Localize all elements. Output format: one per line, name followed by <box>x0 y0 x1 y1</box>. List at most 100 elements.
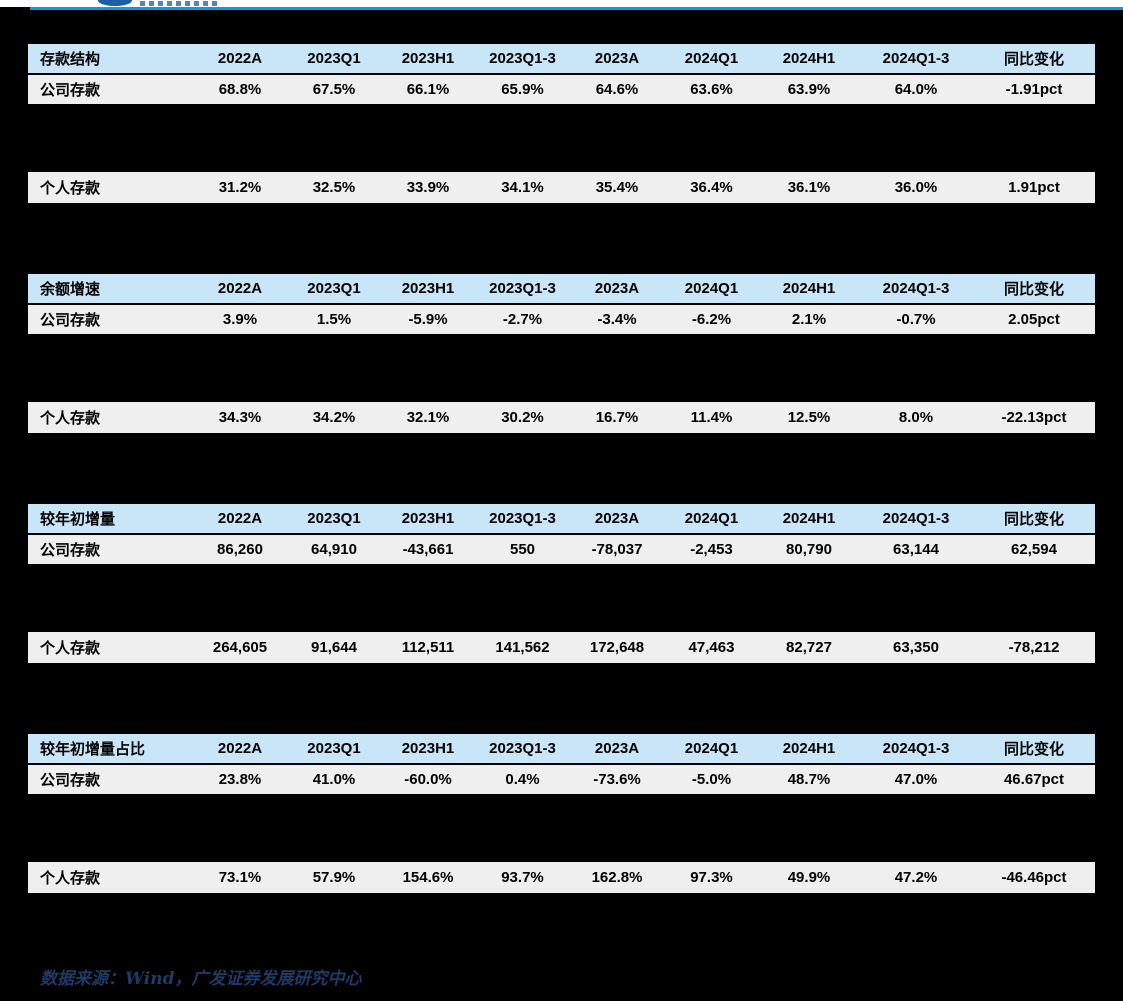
cell-value: 47,463 <box>688 639 735 656</box>
cell-value: -6.2% <box>691 311 732 328</box>
cell-value: 162.8% <box>591 869 643 886</box>
column-header: 2023Q1-3 <box>489 510 556 527</box>
cell-value: 63.9% <box>787 81 831 98</box>
cell-value: 112,511 <box>401 639 455 656</box>
cell-value: 49.9% <box>787 869 831 886</box>
cell-value: 34.1% <box>501 179 544 196</box>
table-row: 公司存款 23.8% 41.0% -60.0% 0.4% -73.6% -5.0% 48.7%… <box>28 765 1095 794</box>
column-header: 2024H1 <box>782 280 836 297</box>
column-header: 2024Q1-3 <box>882 740 950 757</box>
cell-value: 32.5% <box>312 179 356 196</box>
cell-value: 67.5% <box>312 81 356 98</box>
cell-value: 154.6% <box>402 869 454 886</box>
cell-value: -78,037 <box>591 541 643 558</box>
cell-value: 66.1% <box>406 81 450 98</box>
table-title: 余额增速 <box>40 280 101 298</box>
cell-value: 62,594 <box>1011 541 1057 558</box>
row-label: 个人存款 <box>40 869 101 887</box>
cell-value: 63,144 <box>893 541 939 558</box>
column-header: 同比变化 <box>1003 280 1064 298</box>
cell-value: 57.9% <box>312 869 356 886</box>
cell-value: 91,644 <box>311 639 357 656</box>
column-header: 2022A <box>217 510 263 527</box>
table-header-row: 较年初增量占比 2022A 2023Q1 2023H1 2023Q1-3 2023A 202… <box>28 732 1095 765</box>
row-gap <box>28 564 1095 632</box>
cell-value: 86,260 <box>217 541 263 558</box>
table-row: 个人存款 73.1% 57.9% 154.6% 93.7% 162.8% 97.3% 49.9… <box>28 862 1095 893</box>
cell-value: 64.0% <box>894 81 938 98</box>
column-header: 2023H1 <box>401 740 455 757</box>
cell-value: 31.2% <box>218 179 262 196</box>
cell-value: 47.2% <box>894 869 938 886</box>
cell-value: 1.91pct <box>1008 179 1060 196</box>
table-header-row: 余额增速 2022A 2023Q1 2023H1 2023Q1-3 2023A 2024Q1… <box>28 272 1095 305</box>
cell-value: 63.6% <box>690 81 733 98</box>
cell-value: 36.1% <box>787 179 831 196</box>
column-header: 2023A <box>594 50 640 67</box>
column-header: 同比变化 <box>1003 50 1064 68</box>
table-row: 个人存款 31.2% 32.5% 33.9% 34.1% 35.4% 36.4% 36.1% 3… <box>28 172 1095 203</box>
column-header: 2024Q1-3 <box>882 50 950 67</box>
column-header: 2023Q1-3 <box>489 740 556 757</box>
column-header: 同比变化 <box>1003 510 1064 528</box>
table-title: 存款结构 <box>40 50 101 68</box>
table-row: 个人存款 264,605 91,644 112,511 141,562 172,648 47… <box>28 632 1095 663</box>
gf-securities-logo-icon <box>98 0 132 6</box>
column-header: 2022A <box>217 280 263 297</box>
cell-value: 16.7% <box>595 409 639 426</box>
cell-value: 65.9% <box>501 81 544 98</box>
brand-divider-bar <box>30 7 1123 10</box>
cell-value: -22.13pct <box>1001 409 1067 426</box>
cell-value: -5.9% <box>408 311 448 328</box>
cell-value: 8.0% <box>898 409 934 426</box>
cell-value: -5.0% <box>691 771 732 788</box>
cell-value: -60.0% <box>404 771 452 788</box>
gf-securities-logo-text-fragment <box>140 1 220 6</box>
table-title: 较年初增量占比 <box>40 740 146 758</box>
cell-value: 1.5% <box>316 311 352 328</box>
table-header-row: 较年初增量 2022A 2023Q1 2023H1 2023Q1-3 2023A 2024Q… <box>28 502 1095 535</box>
cell-value: 32.1% <box>406 409 450 426</box>
cell-value: 23.8% <box>218 771 262 788</box>
column-header: 2024H1 <box>782 740 836 757</box>
cell-value: 3.9% <box>222 311 258 328</box>
column-header: 2023Q1 <box>307 50 361 67</box>
column-header: 2023H1 <box>401 510 455 527</box>
cell-value: -73.6% <box>593 771 641 788</box>
cell-value: 2.1% <box>791 311 827 328</box>
column-header: 同比变化 <box>1003 740 1064 758</box>
cell-value: 36.0% <box>894 179 938 196</box>
cell-value: 73.1% <box>218 869 262 886</box>
table-section-deposit-structure: 存款结构 2022A 2023Q1 2023H1 2023Q1-3 2023A 2024Q1… <box>28 42 1095 203</box>
cell-value: 41.0% <box>312 771 356 788</box>
table-row: 公司存款 3.9% 1.5% -5.9% -2.7% -3.4% -6.2% 2.1% -0.7… <box>28 305 1095 334</box>
column-header: 2024H1 <box>782 510 836 527</box>
cell-value: 35.4% <box>595 179 639 196</box>
column-header: 2023H1 <box>401 50 455 67</box>
column-header: 2024Q1 <box>684 510 739 527</box>
column-header: 2023H1 <box>401 280 455 297</box>
cell-value: 64,910 <box>311 541 357 558</box>
cell-value: 93.7% <box>501 869 544 886</box>
row-label: 个人存款 <box>40 179 101 197</box>
row-gap <box>28 104 1095 172</box>
cell-value: 141,562 <box>495 639 550 656</box>
cell-value: 46.67pct <box>1003 771 1065 788</box>
cell-value: 30.2% <box>501 409 544 426</box>
column-header: 2024Q1-3 <box>882 280 950 297</box>
cell-value: -0.7% <box>896 311 936 328</box>
column-header: 2023A <box>594 510 640 527</box>
cell-value: 97.3% <box>690 869 733 886</box>
row-label: 公司存款 <box>40 541 101 559</box>
column-header: 2023Q1 <box>307 740 361 757</box>
row-label: 公司存款 <box>40 771 101 789</box>
row-label: 个人存款 <box>40 639 101 657</box>
cell-value: 264,605 <box>212 639 268 656</box>
cell-value: 34.3% <box>218 409 262 426</box>
cell-value: 34.2% <box>312 409 356 426</box>
column-header: 2022A <box>217 50 263 67</box>
column-header: 2024Q1 <box>684 740 739 757</box>
table-section-ytd-increment: 较年初增量 2022A 2023Q1 2023H1 2023Q1-3 2023A 2024Q… <box>28 502 1095 663</box>
cell-value: 68.8% <box>218 81 262 98</box>
page-top-strip <box>0 0 1123 7</box>
